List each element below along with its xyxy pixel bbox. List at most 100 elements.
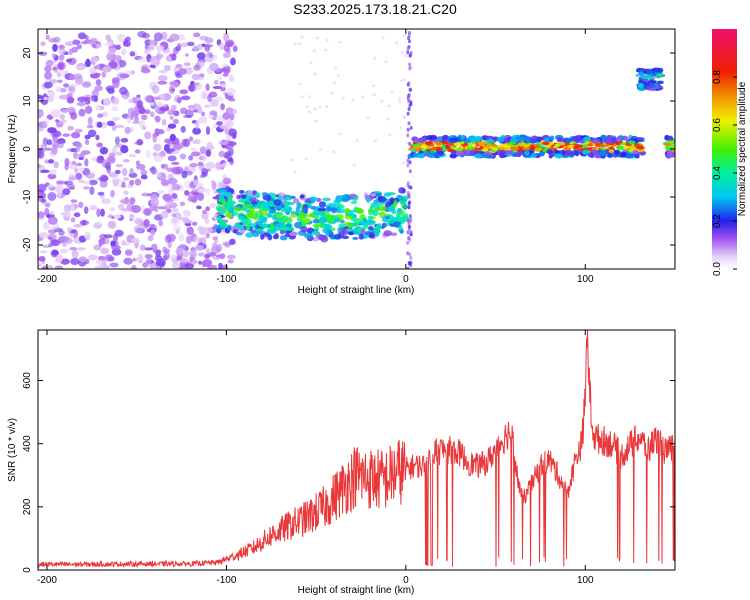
spectrogram-cell (104, 254, 114, 262)
spectrogram-cell (312, 218, 320, 224)
spectrogram-cell (211, 181, 217, 191)
spectrogram-cell (199, 174, 205, 178)
spectrogram-cell (304, 233, 313, 239)
spectrogram-cell (78, 201, 84, 209)
spectrogram-cell (191, 221, 198, 226)
spectrogram-cell (173, 81, 180, 88)
spectrogram-cell (41, 198, 47, 203)
spectrogram-cell (108, 172, 119, 178)
spectrogram-cell (284, 216, 293, 224)
spectrogram-cell (69, 83, 78, 88)
spectrogram-cell (153, 143, 162, 152)
spectrogram-cell (203, 226, 213, 234)
x-tick-label: 100 (577, 575, 594, 586)
spectrogram-cell (193, 138, 201, 145)
spectrogram-cell (180, 257, 189, 264)
spectrogram-cell (338, 132, 342, 136)
spectrogram-cell (212, 236, 219, 241)
spectrogram-cell (67, 125, 74, 131)
spectrogram-cell (218, 181, 226, 189)
spectrogram-cell (289, 158, 293, 162)
spectrogram-cell (406, 50, 410, 55)
spectrogram-cell (408, 214, 412, 219)
spectrogram-cell (498, 153, 505, 159)
spectrogram-cell (100, 208, 105, 217)
spectrogram-cell (120, 137, 129, 143)
spectrogram-cell (204, 254, 211, 259)
colorbar-tick-label: 0.2 (712, 214, 723, 228)
spectrogram-cell (182, 219, 193, 224)
spectrogram-cell (405, 141, 409, 145)
spectrogram-cell (341, 230, 349, 235)
spectrogram-cell (157, 80, 168, 85)
spectrogram-cell (109, 207, 115, 212)
spectrogram-cell (529, 138, 538, 144)
spectrogram-cell (226, 87, 236, 96)
spectrogram-cell (232, 45, 238, 52)
spectrogram-cell (419, 137, 427, 143)
spectrogram-cell (577, 144, 583, 148)
spectrogram-cell (147, 235, 154, 242)
spectrogram-cell (556, 137, 564, 143)
spectrogram-cell (138, 119, 146, 128)
spectrogram-cell (169, 33, 180, 42)
spectrogram-cell (229, 207, 235, 214)
spectrogram-cell (409, 125, 413, 130)
spectrogram-cell (667, 152, 675, 158)
spectrogram-cell (399, 126, 403, 130)
spectrogram-cell (62, 242, 67, 247)
spectrogram-cell (99, 180, 108, 188)
spectrogram-cell (144, 247, 153, 251)
spectrogram-cell (530, 152, 538, 158)
spectrogram-cell (293, 170, 297, 174)
spectrogram-cell (523, 136, 532, 142)
y-tick-label: 0 (22, 567, 33, 573)
spectrogram-cell (180, 95, 191, 101)
spectrogram-cell (171, 166, 181, 175)
spectrogram-cell (171, 53, 177, 61)
spectrogram-cell (426, 135, 433, 140)
spectrogram-cell (217, 74, 223, 82)
spectrogram-cell (521, 147, 531, 151)
y-tick-label: -10 (22, 189, 33, 204)
spectrogram-cell (377, 196, 387, 203)
spectrogram-cell (383, 192, 392, 197)
spectrogram-cell (160, 210, 169, 219)
spectrogram-cell (584, 141, 590, 145)
spectrogram-cell (293, 42, 297, 46)
colorbar-tick-label: 0.4 (712, 166, 723, 180)
spectrogram-cell (63, 83, 70, 88)
spectrogram-cell (322, 197, 331, 202)
spectrogram-cell (121, 48, 127, 56)
spectrogram-cell (408, 160, 412, 165)
spectrogram-cell (57, 188, 62, 198)
spectrogram-cell (298, 42, 302, 45)
spectrogram-cell (613, 149, 620, 155)
spectrogram-cell (313, 49, 316, 53)
spectrogram-cell (219, 141, 229, 146)
spectrogram-cell (193, 32, 201, 38)
spectrogram-cell (205, 161, 216, 169)
spectrogram-cell (158, 130, 164, 135)
spectrogram-cell (96, 121, 103, 128)
spectrogram-cell (608, 149, 615, 153)
spectrogram-cell (66, 106, 76, 113)
spectrogram-cell (279, 235, 288, 241)
spectrogram-cell (128, 98, 134, 103)
spectrogram-cell (426, 150, 435, 156)
spectrogram-cell (166, 127, 171, 132)
spectrogram-cell (420, 147, 426, 152)
spectrogram-cell (409, 217, 413, 222)
spectrogram-cell (74, 128, 83, 133)
spectrogram-cell (134, 217, 143, 225)
spectrogram-cell (140, 169, 148, 176)
spectrogram-cell (313, 72, 317, 76)
spectrogram-cell (402, 195, 409, 200)
spectrogram-cell (317, 207, 327, 212)
spectrogram-cell (59, 54, 65, 61)
spectrogram-cell (284, 196, 293, 201)
spectrogram-cell (171, 216, 178, 224)
spectrogram-cell (54, 184, 64, 194)
spectrogram-cell (380, 100, 384, 103)
spectrogram-cell (213, 225, 222, 230)
